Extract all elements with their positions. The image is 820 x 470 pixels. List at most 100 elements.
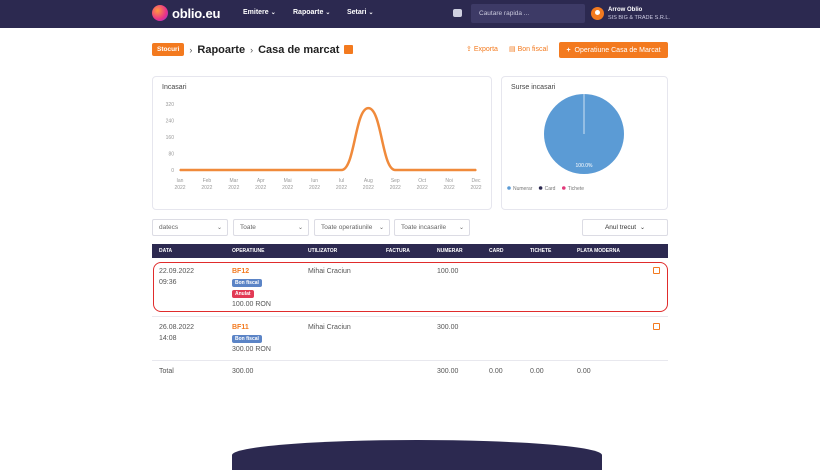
chevron-down-icon: ⌄ [458,225,464,231]
footer-decoration [232,440,602,470]
open-icon[interactable] [653,267,660,274]
row-time: 14:08 [159,335,177,342]
row-divider [152,360,668,361]
nav-rapoarte[interactable]: Rapoarte ⌄ [293,9,330,16]
breadcrumb-rapoarte[interactable]: Rapoarte [197,43,246,56]
chart-icon[interactable] [344,45,354,54]
data-point [259,169,262,171]
row-user: Mihai Craciun [308,268,351,275]
x-tick-label: Oct [418,178,426,184]
x-tick-label: 2022 [390,185,401,191]
row-date: 26.08.2022 [159,324,195,331]
x-tick-label: Iun [311,178,318,184]
x-tick-label: 2022 [201,185,212,191]
x-tick-label: Aug [364,178,373,184]
income-chart: 080160240320Ian2022Feb2022Mar2022Apr2022… [166,102,482,191]
open-icon[interactable] [653,323,660,330]
y-tick-label: 160 [166,135,175,141]
status-badge-anulat: Anulat [232,290,254,298]
export-link[interactable]: ⇪ Exporta [466,46,498,53]
y-tick-label: 80 [168,152,174,158]
total-numerar: 300.00 [437,368,459,375]
chevron-down-icon: ⌄ [378,225,384,231]
x-tick-label: 2022 [174,185,185,191]
sources-pie-chart: 100.0% Numerar Card Tichete [507,94,624,192]
y-tick-label: 240 [166,119,175,125]
legend-label: Numerar [513,186,533,192]
row-user: Mihai Craciun [308,324,351,331]
export-label: Exporta [473,46,498,53]
highlight-box [153,262,668,312]
bon-fiscal-link[interactable]: ▤ Bon fiscal [509,46,548,53]
col-utilizator: UTILIZATOR [308,248,338,254]
add-operation-label: Operatiune Casa de Marcat [574,46,661,54]
add-operation-button[interactable]: + Operatiune Casa de Marcat [559,42,668,58]
data-point [340,169,343,171]
col-operatiune: OPERATIUNE [232,248,265,254]
top-navbar [0,0,820,28]
device-filter[interactable]: datecs ⌄ [152,219,228,236]
col-numerar: NUMERAR [437,248,463,254]
x-tick-label: Mai [284,178,292,184]
status-badge: Bon fiscal [232,279,262,287]
x-tick-label: Mar [230,178,239,184]
operations-filter-value: Toate operatiunile [321,224,373,231]
chevron-down-icon: ⌄ [216,225,222,231]
pie-slice-label: 100.0% [576,163,594,169]
row-time: 09:36 [159,279,177,286]
x-tick-label: 2022 [363,185,374,191]
row-operation-link[interactable]: BF12 [232,268,250,275]
nav-label: Setari [347,9,367,16]
col-factura: FACTURA [386,248,410,254]
data-point [179,169,181,171]
col-plata-moderna: PLATA MODERNA [577,248,620,254]
chevron-right-icon: › [250,44,254,55]
x-tick-label: Feb [203,178,212,184]
legend-marker [538,186,543,190]
logo[interactable]: oblio.eu [152,5,220,21]
row-operation-link[interactable]: BF11 [232,324,249,331]
chevron-down-icon: ⌄ [368,10,374,16]
chevron-down-icon: ⌄ [640,225,646,231]
bon-fiscal-label: Bon fiscal [517,46,548,53]
x-tick-label: 2022 [417,185,428,191]
nav-emitere[interactable]: Emitere ⌄ [243,9,276,16]
row-date: 22.09.2022 [159,268,195,275]
period-label: Anul trecut [604,224,637,231]
operations-filter[interactable]: Toate operatiunile ⌄ [314,219,390,236]
row-numerar: 300.00 [437,324,459,331]
x-tick-label: Sep [391,178,400,184]
payments-filter[interactable]: Toate incasarile ⌄ [394,219,470,236]
x-tick-label: 2022 [470,185,481,191]
total-tichete: 0.00 [530,368,544,375]
income-chart-card [152,76,492,210]
assistant-icon[interactable] [453,9,462,17]
nav-label: Emitere [243,9,269,16]
legend-label: Tichete [568,186,584,192]
data-point [286,169,289,171]
table-header [152,244,668,258]
x-tick-label: 2022 [309,185,320,191]
col-data: DATA [159,248,173,254]
search-input[interactable]: Cautare rapida ... [471,4,585,23]
device-filter-value: datecs [159,224,179,231]
type-filter[interactable]: Toate ⌄ [233,219,309,236]
chevron-right-icon: › [189,44,193,55]
data-point [448,169,450,171]
breadcrumb-stocuri[interactable]: Stocuri [152,43,185,56]
nav-setari[interactable]: Setari ⌄ [347,9,374,16]
period-dropdown[interactable]: Anul trecut ⌄ [582,219,668,236]
chevron-down-icon: ⌄ [297,225,303,231]
user-company: SIS BIG & TRADE S.R.L. [608,15,670,21]
status-badge: Bon fiscal [232,335,262,343]
user-name[interactable]: Arrow Oblio [608,7,643,13]
row-numerar: 100.00 [437,268,459,275]
logo-icon [152,5,168,21]
total-card: 0.00 [489,368,503,375]
x-tick-label: Apr [257,178,265,184]
user-avatar[interactable] [591,7,604,20]
nav-label: Rapoarte [293,9,324,16]
page-title: Casa de marcat [258,43,340,56]
row-amount: 300.00 RON [232,346,271,353]
chevron-down-icon: ⌄ [325,10,331,16]
